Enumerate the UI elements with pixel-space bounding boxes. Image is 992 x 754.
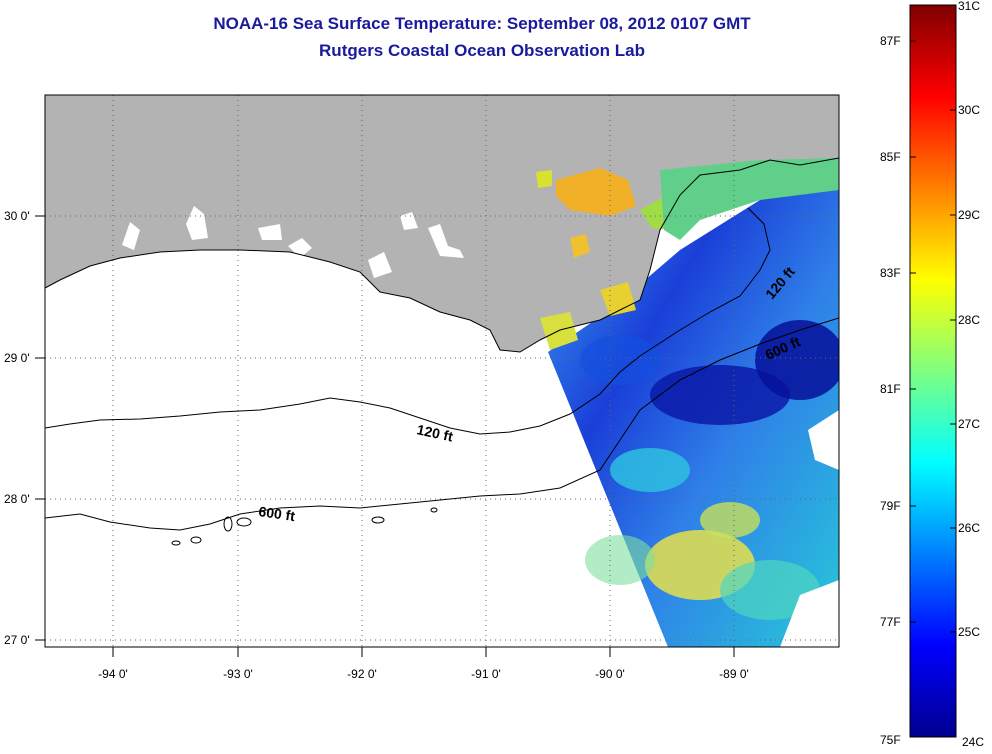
x-tick-label: -92 0' [347, 667, 377, 681]
axis-ticks [35, 215, 735, 657]
colorbar-c-label: 27C [958, 417, 980, 431]
colorbar-f-label: 75F [880, 733, 901, 747]
colorbar-c-label: 31C [958, 0, 980, 13]
land-mass [45, 95, 839, 352]
colorbar-c-label: 30C [958, 103, 980, 117]
map-grid [45, 95, 839, 647]
inland-water [122, 206, 464, 278]
contour-600ft-east [639, 317, 839, 411]
colorbar-c-label: 24C [962, 735, 984, 749]
y-tick-label: 29 0' [4, 351, 30, 365]
colorbar-f-label: 79F [880, 499, 901, 513]
colorbar-f-label: 83F [880, 266, 901, 280]
colorbar-c-label: 29C [958, 208, 980, 222]
x-tick-label: -93 0' [223, 667, 253, 681]
colorbar-f-label: 81F [880, 382, 901, 396]
colorbar-f-label: 87F [880, 34, 901, 48]
x-tick-label: -94 0' [98, 667, 128, 681]
contour-120ft-west [45, 355, 641, 435]
y-tick-label: 27 0' [4, 633, 30, 647]
contour-120ft-east [639, 207, 771, 357]
colorbar-f-label: 85F [880, 150, 901, 164]
colorbar [909, 4, 957, 738]
contour-label-120ft-west: 120 ft [415, 421, 454, 444]
x-tick-label: -89 0' [719, 667, 749, 681]
colorbar-c-label: 25C [958, 625, 980, 639]
land-sst-patches [536, 158, 839, 350]
x-tick-label: -91 0' [471, 667, 501, 681]
colorbar-ticks [910, 40, 956, 633]
colorbar-f-label: 77F [880, 615, 901, 629]
sst-swath [548, 160, 839, 647]
contour-label-600ft-west: 600 ft [258, 503, 297, 524]
map-frame [44, 94, 840, 648]
y-tick-label: 30 0' [4, 209, 30, 223]
x-tick-label: -90 0' [595, 667, 625, 681]
colorbar-c-label: 28C [958, 313, 980, 327]
y-tick-label: 28 0' [4, 492, 30, 506]
map-title: NOAA-16 Sea Surface Temperature: Septemb… [213, 14, 751, 33]
contour-600ft-west [45, 409, 641, 531]
map-subtitle: Rutgers Coastal Ocean Observation Lab [319, 41, 645, 60]
contour-islets [171, 507, 438, 546]
coastline [45, 157, 839, 353]
colorbar-c-label: 26C [958, 521, 980, 535]
